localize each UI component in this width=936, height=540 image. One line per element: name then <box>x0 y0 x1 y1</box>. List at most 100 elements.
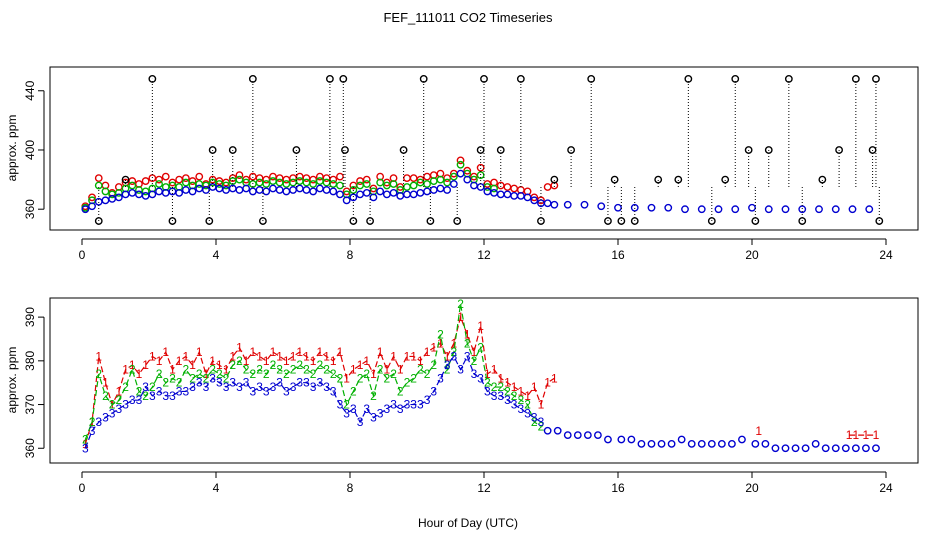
series-label-mark: 2 <box>243 363 250 377</box>
data-point <box>329 180 338 188</box>
series-label-mark: 3 <box>511 398 518 412</box>
data-point <box>851 75 860 83</box>
series-label-mark: 3 <box>243 376 250 390</box>
series-label-mark: 1 <box>417 354 424 368</box>
data-point <box>205 217 214 225</box>
data-point <box>342 196 351 205</box>
data-point <box>376 178 385 187</box>
series-label-mark: 1 <box>853 428 860 442</box>
data-point <box>594 431 602 440</box>
series-label-mark: 2 <box>129 363 136 377</box>
data-point <box>490 189 498 197</box>
series-label-mark: 3 <box>524 406 531 420</box>
data-point <box>289 186 297 194</box>
x-tick-label: 24 <box>879 481 893 495</box>
series-label-mark: 3 <box>343 406 350 420</box>
data-point <box>550 200 559 209</box>
series-label-mark: 2 <box>471 354 478 368</box>
data-point <box>315 184 324 193</box>
data-point <box>731 75 740 83</box>
data-point <box>309 180 318 188</box>
series-label-mark: 3 <box>471 367 478 381</box>
series-label-mark: 1 <box>404 349 411 363</box>
data-point <box>821 444 830 453</box>
data-point <box>835 146 843 154</box>
series-label-mark: 1 <box>303 349 310 363</box>
series-label-mark: 3 <box>203 380 210 394</box>
series-label-mark: 2 <box>350 384 357 398</box>
series-label-mark: 3 <box>162 389 169 403</box>
data-point <box>530 196 539 205</box>
series-label-mark: 3 <box>149 389 156 403</box>
data-point <box>597 202 606 211</box>
series-label-mark: 3 <box>136 393 143 407</box>
data-point <box>141 191 150 200</box>
series-outliers <box>94 75 884 225</box>
series-label-mark: 2 <box>183 363 190 377</box>
top-y-axis-label: approx. ppm <box>5 115 19 182</box>
data-point <box>841 444 850 453</box>
data-point <box>295 177 304 185</box>
data-point <box>617 217 626 225</box>
series-label-mark: 2 <box>363 367 370 381</box>
data-point <box>707 439 716 448</box>
series-label-mark: 2 <box>437 328 444 342</box>
data-point <box>366 217 374 225</box>
series-label-mark: 1 <box>149 349 156 363</box>
data-point <box>707 217 716 225</box>
series-label-mark: 3 <box>95 415 102 429</box>
y-tick-label: 360 <box>23 438 37 458</box>
series-label-mark: 1 <box>846 428 853 442</box>
data-point <box>721 175 730 184</box>
series-label-mark: 2 <box>457 297 464 311</box>
series-label-mark: 3 <box>82 441 89 455</box>
data-point <box>647 439 656 448</box>
series-label-mark: 1 <box>504 376 511 390</box>
data-point <box>811 439 820 448</box>
data-point <box>731 205 740 214</box>
data-point <box>463 175 472 184</box>
data-point <box>88 193 96 202</box>
series-label-mark: 1 <box>424 345 431 359</box>
data-point <box>282 180 291 188</box>
data-point <box>490 184 498 193</box>
data-point <box>667 439 676 448</box>
series-label-mark: 1 <box>444 349 451 363</box>
data-point <box>610 175 619 184</box>
series-label-mark: 2 <box>491 380 498 394</box>
data-point <box>148 190 157 199</box>
data-point <box>269 177 277 185</box>
data-point <box>155 175 163 184</box>
data-point <box>426 217 435 225</box>
series-label-mark: 2 <box>276 363 283 377</box>
data-point <box>697 439 706 448</box>
data-point <box>349 193 358 202</box>
data-point <box>872 444 880 453</box>
series-label-mark: 3 <box>457 363 464 377</box>
data-point <box>292 146 301 154</box>
series-label-mark: 3 <box>464 349 471 363</box>
data-point <box>369 184 378 193</box>
series-label-mark: 2 <box>518 393 525 407</box>
data-point <box>315 177 324 185</box>
series-label-mark: 2 <box>524 398 531 412</box>
data-point <box>510 191 519 200</box>
x-tick-label: 4 <box>213 481 220 495</box>
series-label-mark: 2 <box>296 358 303 372</box>
series-label-mark: 2 <box>189 371 196 385</box>
series-label-mark: 2 <box>102 389 109 403</box>
series-label-mark: 2 <box>196 367 203 381</box>
data-point <box>580 200 589 209</box>
data-point <box>868 146 877 154</box>
series-label-mark: 2 <box>176 376 183 390</box>
data-point <box>148 75 157 83</box>
x-tick-label: 8 <box>347 481 354 495</box>
data-point <box>717 439 726 448</box>
series-3: 333 3 3 3 3 3 333 3 3 3 3 3 3 3 33 3 3 3 3 33 3 3 3 33 3 3 3 3 3 3 333… <box>82 349 545 455</box>
bottom-x-ticks: 0 4 8 12 16 20 24 <box>79 471 893 495</box>
data-point <box>389 189 398 197</box>
series-label-mark: 2 <box>444 363 451 377</box>
data-point <box>697 205 706 214</box>
data-point <box>336 181 344 190</box>
